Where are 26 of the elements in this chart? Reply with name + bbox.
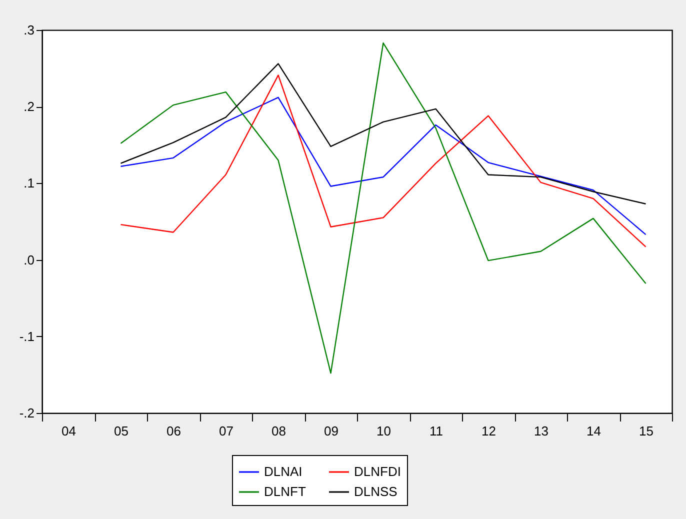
x-tick-label: 12	[482, 424, 496, 438]
y-tick-label: -.1	[19, 328, 34, 344]
legend-label: DLNFDI	[354, 464, 401, 479]
legend-label: DLNAI	[264, 464, 302, 479]
x-tick-label: 09	[324, 424, 338, 438]
x-tick-label: 05	[114, 424, 128, 438]
legend-label: DLNFT	[264, 484, 306, 499]
x-tick-label: 07	[219, 424, 234, 438]
y-tick-label: .1	[24, 176, 34, 191]
x-tick-label: 04	[62, 424, 76, 438]
x-tick-label: 06	[166, 424, 181, 438]
line-series	[120, 96, 646, 236]
y-tick-label: .2	[24, 99, 34, 114]
line-series	[120, 74, 646, 248]
x-tick-label: 10	[376, 424, 391, 438]
x-tick-label: 15	[639, 424, 654, 438]
legend-label: DLNSS	[354, 484, 398, 499]
x-tick-label: 14	[586, 424, 601, 438]
y-tick-label: .0	[24, 252, 34, 268]
y-tick-label: .3	[24, 22, 34, 38]
x-tick-label: 11	[430, 424, 443, 438]
y-tick-label: -.2	[19, 406, 34, 420]
x-tick-label: 08	[272, 424, 286, 438]
line-series	[120, 63, 646, 204]
line-series	[120, 42, 646, 374]
x-tick-label: 13	[534, 424, 548, 438]
